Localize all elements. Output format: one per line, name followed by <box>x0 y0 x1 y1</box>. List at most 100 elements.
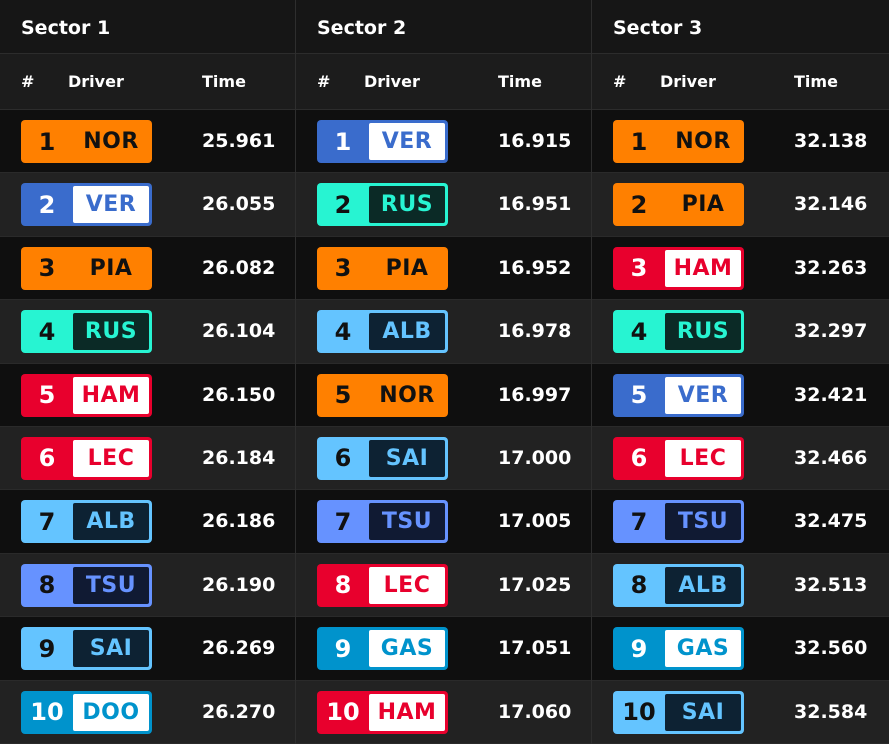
position-number: 7 <box>630 507 648 536</box>
sector-time: 17.000 <box>498 446 572 469</box>
driver-badge: 9 SAI <box>21 627 152 671</box>
sector-time: 26.186 <box>202 510 276 533</box>
header-driver: Driver <box>660 72 716 91</box>
driver-badge: 5 HAM <box>21 373 152 417</box>
sector-title: Sector 3 <box>592 0 889 54</box>
driver-code: HAM <box>665 249 741 287</box>
sector-time: 32.146 <box>794 193 868 216</box>
sector-time: 32.560 <box>794 637 868 660</box>
driver-badge: 7 TSU <box>613 500 744 544</box>
sector-time: 32.475 <box>794 510 868 533</box>
sector-time: 26.055 <box>202 193 276 216</box>
driver-code: LEC <box>665 439 741 477</box>
driver-code: NOR <box>665 123 741 160</box>
position-number: 4 <box>334 317 352 346</box>
sector-time: 26.190 <box>202 573 276 596</box>
table-row: 2 VER 26.055 <box>0 173 295 237</box>
driver-code: TSU <box>665 503 741 541</box>
driver-badge: 5 NOR <box>317 373 448 417</box>
driver-code: PIA <box>369 249 445 287</box>
sector-column: Sector 1 # Driver Time 1 NOR 25.961 2 VER 26.055 3… <box>0 0 296 744</box>
driver-badge: 6 LEC <box>21 436 152 480</box>
driver-badge: 8 TSU <box>21 563 152 607</box>
sector-time: 32.513 <box>794 573 868 596</box>
driver-code: HAM <box>73 376 149 414</box>
driver-code: LEC <box>369 566 445 604</box>
position-number: 10 <box>30 698 64 727</box>
driver-code: ALB <box>369 313 445 351</box>
driver-code: PIA <box>665 186 741 224</box>
sector-time: 32.297 <box>794 320 868 343</box>
position-number: 5 <box>38 381 56 410</box>
driver-code: VER <box>665 376 741 414</box>
position-number: 2 <box>334 190 352 219</box>
column-header-row: # Driver Time <box>0 54 295 110</box>
driver-badge: 10 SAI <box>613 690 744 734</box>
table-row: 9 GAS 32.560 <box>592 617 889 681</box>
position-number: 4 <box>38 317 56 346</box>
driver-badge: 4 ALB <box>317 310 448 354</box>
position-number: 9 <box>38 634 56 663</box>
table-row: 8 ALB 32.513 <box>592 553 889 618</box>
table-row: 2 RUS 16.951 <box>296 173 591 237</box>
position-number: 3 <box>38 254 56 283</box>
driver-code: RUS <box>665 313 741 351</box>
table-row: 3 PIA 16.952 <box>296 236 591 301</box>
driver-code: RUS <box>73 313 149 351</box>
driver-badge: 6 SAI <box>317 436 448 480</box>
driver-badge: 10 HAM <box>317 690 448 734</box>
position-number: 6 <box>630 444 648 473</box>
table-row: 7 TSU 32.475 <box>592 490 889 554</box>
table-row: 1 VER 16.915 <box>296 110 591 174</box>
driver-code: GAS <box>665 630 741 668</box>
sector-time: 26.270 <box>202 700 276 723</box>
sector-time: 17.025 <box>498 573 572 596</box>
table-row: 10 DOO 26.270 <box>0 680 295 744</box>
position-number: 8 <box>630 571 648 600</box>
table-row: 9 SAI 26.269 <box>0 617 295 681</box>
header-position: # <box>317 72 331 91</box>
driver-code: VER <box>73 186 149 224</box>
position-number: 5 <box>334 381 352 410</box>
position-number: 8 <box>38 571 56 600</box>
sector-time: 32.263 <box>794 256 868 279</box>
position-number: 5 <box>630 381 648 410</box>
driver-badge: 7 ALB <box>21 500 152 544</box>
table-row: 4 RUS 26.104 <box>0 300 295 364</box>
driver-badge: 8 LEC <box>317 563 448 607</box>
position-number: 4 <box>630 317 648 346</box>
sector-time: 26.082 <box>202 256 276 279</box>
driver-badge: 4 RUS <box>21 310 152 354</box>
position-number: 1 <box>334 127 352 156</box>
table-row: 7 ALB 26.186 <box>0 490 295 554</box>
header-position: # <box>21 72 35 91</box>
driver-code: TSU <box>369 503 445 541</box>
sector-time: 26.104 <box>202 320 276 343</box>
driver-badge: 5 VER <box>613 373 744 417</box>
driver-code: NOR <box>369 376 445 414</box>
table-row: 3 HAM 32.263 <box>592 236 889 301</box>
position-number: 9 <box>334 634 352 663</box>
table-row: 10 SAI 32.584 <box>592 680 889 744</box>
driver-code: GAS <box>369 630 445 668</box>
driver-code: SAI <box>665 693 741 731</box>
table-row: 7 TSU 17.005 <box>296 490 591 554</box>
table-row: 4 RUS 32.297 <box>592 300 889 364</box>
position-number: 6 <box>334 444 352 473</box>
sector-time: 26.184 <box>202 446 276 469</box>
driver-code: RUS <box>369 186 445 224</box>
header-time: Time <box>794 72 838 91</box>
driver-badge: 2 VER <box>21 183 152 227</box>
sector-time: 17.005 <box>498 510 572 533</box>
table-row: 6 SAI 17.000 <box>296 426 591 491</box>
driver-code: PIA <box>73 249 149 287</box>
column-header-row: # Driver Time <box>296 54 591 110</box>
position-number: 9 <box>630 634 648 663</box>
sector-time: 32.584 <box>794 700 868 723</box>
position-number: 2 <box>38 190 56 219</box>
table-row: 3 PIA 26.082 <box>0 236 295 301</box>
table-row: 1 NOR 25.961 <box>0 110 295 174</box>
position-number: 3 <box>334 254 352 283</box>
table-row: 1 NOR 32.138 <box>592 110 889 174</box>
sector-time: 16.978 <box>498 320 572 343</box>
